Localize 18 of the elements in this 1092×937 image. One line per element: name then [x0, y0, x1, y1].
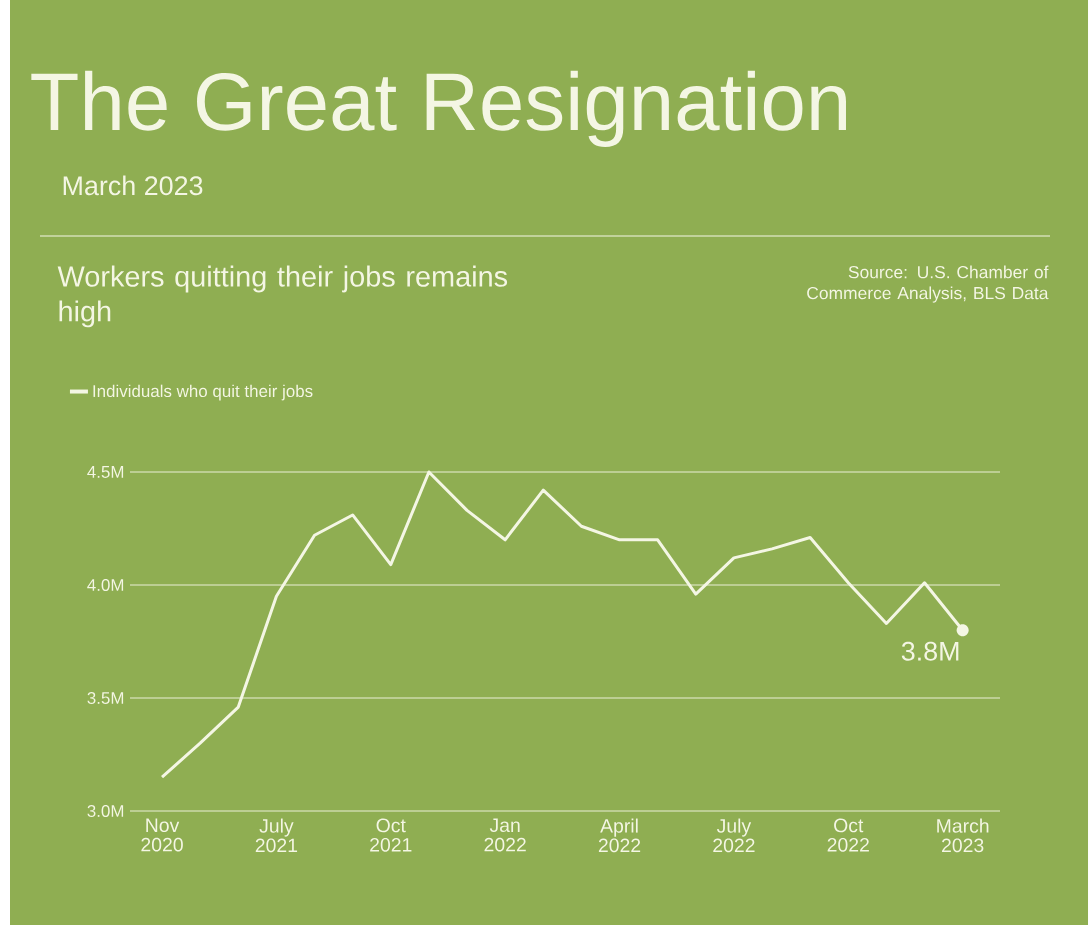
x-tick-label: March 2023 [937, 818, 989, 853]
x-tick-label: April 2022 [598, 818, 641, 853]
chart-subtitle: March 2023 [63, 175, 203, 196]
y-tick-label: 3.5M [87, 692, 124, 705]
text: Workers quitting their jobs remains high [57, 265, 508, 328]
source-note: Source: U.S. Chamber of Commerce Analysis, BLS Data [807, 265, 1049, 303]
annotation: 3.8M [901, 641, 959, 661]
chart-title: The Great Resignation [31, 70, 846, 147]
legend-label: Individuals who quit their jobs [93, 384, 313, 401]
x-tick-label: Jan 2022 [484, 818, 526, 852]
x-tick-label: Oct 2021 [370, 818, 412, 852]
y-tick-label: 4.5M [87, 466, 124, 478]
x-tick-label: July 2022 [713, 818, 755, 853]
x-tick-label: July 2021 [255, 818, 298, 853]
y-tick-label: 3.0M [87, 805, 124, 818]
x-tick-label: Nov 2020 [141, 818, 183, 852]
y-tick-label: 4.0M [87, 579, 124, 592]
x-tick-label: Oct 2022 [827, 818, 869, 852]
